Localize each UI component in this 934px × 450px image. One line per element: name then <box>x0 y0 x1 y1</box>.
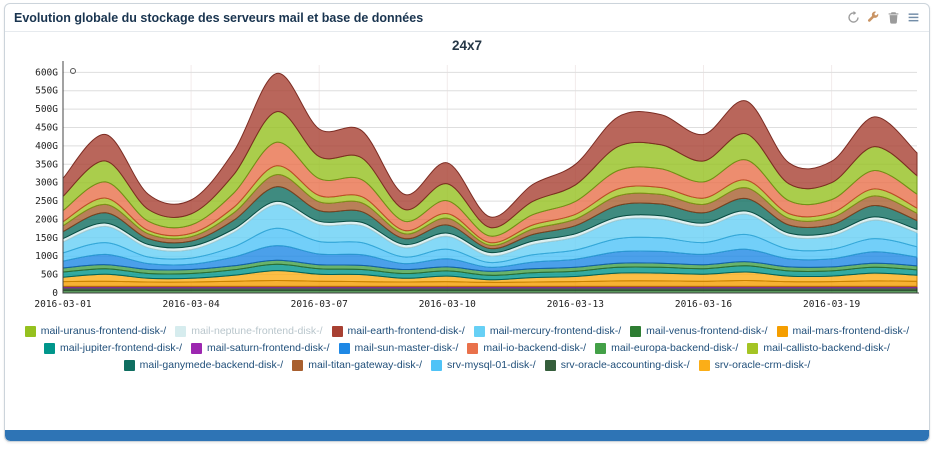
legend-swatch <box>24 325 36 337</box>
svg-text:2016-03-16: 2016-03-16 <box>675 299 732 310</box>
legend-label: mail-callisto-backend-disk-/ <box>763 342 890 354</box>
legend-label: srv-mysql-01-disk-/ <box>447 359 536 371</box>
legend-item[interactable]: srv-oracle-accounting-disk-/ <box>544 359 690 371</box>
legend-item[interactable]: srv-mysql-01-disk-/ <box>431 359 536 371</box>
legend-item[interactable]: mail-uranus-frontend-disk-/ <box>24 325 167 337</box>
legend-item[interactable]: mail-jupiter-frontend-disk-/ <box>44 342 182 354</box>
svg-text:400G: 400G <box>35 141 58 152</box>
svg-text:2016-03-01: 2016-03-01 <box>34 299 91 310</box>
legend-swatch <box>331 325 343 337</box>
legend-swatch <box>544 359 556 371</box>
widget-title: Evolution globale du stockage des serveu… <box>14 10 424 25</box>
legend-label: mail-jupiter-frontend-disk-/ <box>60 342 182 354</box>
legend-swatch <box>747 342 759 354</box>
legend-label: mail-venus-frontend-disk-/ <box>646 325 768 337</box>
legend-label: mail-ganymede-backend-disk-/ <box>139 359 284 371</box>
legend-item[interactable]: mail-europa-backend-disk-/ <box>595 342 738 354</box>
menu-button[interactable] <box>907 11 920 24</box>
svg-text:2016-03-13: 2016-03-13 <box>547 299 604 310</box>
legend-item[interactable]: mail-mercury-frontend-disk-/ <box>473 325 622 337</box>
legend-item[interactable]: srv-oracle-crm-disk-/ <box>698 359 811 371</box>
svg-text:450G: 450G <box>35 123 58 134</box>
legend-swatch <box>431 359 443 371</box>
svg-text:200G: 200G <box>35 215 58 226</box>
legend-item[interactable]: mail-io-backend-disk-/ <box>467 342 586 354</box>
svg-text:150G: 150G <box>35 233 58 244</box>
trash-button[interactable] <box>887 11 900 24</box>
chart-title: 24x7 <box>451 38 483 53</box>
legend-label: mail-titan-gateway-disk-/ <box>308 359 423 371</box>
legend-label: mail-europa-backend-disk-/ <box>611 342 739 354</box>
svg-text:100G: 100G <box>35 251 58 262</box>
legend-item[interactable]: mail-ganymede-backend-disk-/ <box>123 359 284 371</box>
widget-header: Evolution globale du stockage des serveu… <box>5 4 929 32</box>
svg-text:0: 0 <box>52 288 58 299</box>
legend-item[interactable]: mail-sun-master-disk-/ <box>338 342 459 354</box>
legend-swatch <box>467 342 479 354</box>
legend-item[interactable]: mail-callisto-backend-disk-/ <box>747 342 890 354</box>
svg-text:2016-03-10: 2016-03-10 <box>419 299 476 310</box>
legend-swatch <box>175 325 187 337</box>
plot-origin-marker <box>70 68 76 74</box>
legend-label: mail-uranus-frontend-disk-/ <box>40 325 167 337</box>
legend-swatch <box>292 359 304 371</box>
refresh-icon <box>848 11 859 23</box>
legend-swatch <box>44 342 56 354</box>
legend-item[interactable]: mail-neptune-frontend-disk-/ <box>175 325 323 337</box>
svg-text:350G: 350G <box>35 159 58 170</box>
stacked-area-chart: 0 50G 100G 150G 200G 250G 300G 350G 400G 450G 500G… <box>34 61 919 310</box>
chart-area: 0 50G 100G 150G 200G 250G 300G 350G 400G 450G 500G… <box>9 53 925 323</box>
legend-label: mail-neptune-frontend-disk-/ <box>191 325 323 337</box>
legend-item[interactable]: mail-titan-gateway-disk-/ <box>292 359 422 371</box>
legend-label: mail-io-backend-disk-/ <box>483 342 587 354</box>
legend-item[interactable]: mail-venus-frontend-disk-/ <box>630 325 768 337</box>
legend-label: mail-saturn-frontend-disk-/ <box>207 342 330 354</box>
svg-text:2016-03-07: 2016-03-07 <box>291 299 348 310</box>
svg-text:2016-03-19: 2016-03-19 <box>803 299 860 310</box>
svg-text:2016-03-04: 2016-03-04 <box>162 299 219 310</box>
legend-swatch <box>123 359 135 371</box>
legend-label: mail-earth-frontend-disk-/ <box>347 325 465 337</box>
svg-text:600G: 600G <box>35 67 58 78</box>
footer-bar <box>5 430 929 441</box>
legend-label: mail-sun-master-disk-/ <box>354 342 459 354</box>
chart-legend: mail-uranus-frontend-disk-/ mail-neptune-… <box>10 325 924 371</box>
refresh-button[interactable] <box>847 11 860 24</box>
legend-label: srv-oracle-accounting-disk-/ <box>560 359 690 371</box>
trash-icon <box>888 12 899 24</box>
legend-label: mail-mercury-frontend-disk-/ <box>489 325 622 337</box>
legend-label: srv-oracle-crm-disk-/ <box>714 359 811 371</box>
svg-text:50G: 50G <box>41 270 58 281</box>
legend-swatch <box>338 342 350 354</box>
legend-swatch <box>776 325 788 337</box>
widget-toolbar <box>847 11 920 24</box>
series-area-mail-earth-frontend-disk-/ <box>62 72 918 229</box>
svg-text:250G: 250G <box>35 196 58 207</box>
legend-item[interactable]: mail-saturn-frontend-disk-/ <box>191 342 330 354</box>
svg-text:550G: 550G <box>35 86 58 97</box>
svg-text:500G: 500G <box>35 104 58 115</box>
legend-swatch <box>595 342 607 354</box>
legend-label: mail-mars-frontend-disk-/ <box>792 325 910 337</box>
legend-swatch <box>473 325 485 337</box>
svg-text:300G: 300G <box>35 178 58 189</box>
legend-swatch <box>191 342 202 354</box>
legend-item[interactable]: mail-earth-frontend-disk-/ <box>331 325 465 337</box>
wrench-button[interactable] <box>867 11 880 24</box>
legend-item[interactable]: mail-mars-frontend-disk-/ <box>776 325 910 337</box>
widget-panel: Evolution globale du stockage des serveu… <box>4 3 930 442</box>
menu-icon <box>908 13 919 22</box>
legend-swatch <box>698 359 710 371</box>
wrench-icon <box>867 11 879 22</box>
legend-swatch <box>630 325 642 337</box>
